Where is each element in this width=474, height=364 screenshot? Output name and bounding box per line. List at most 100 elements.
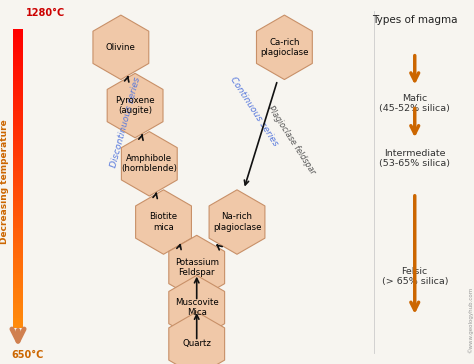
Bar bbox=[13, 213, 23, 215]
Text: Plagioclase feldspar: Plagioclase feldspar bbox=[266, 104, 317, 176]
Bar bbox=[13, 295, 23, 298]
Bar bbox=[13, 158, 23, 161]
Bar bbox=[13, 280, 23, 283]
Text: Felsic
(> 65% silica): Felsic (> 65% silica) bbox=[382, 267, 448, 286]
Bar bbox=[13, 154, 23, 156]
Polygon shape bbox=[121, 131, 177, 196]
Bar bbox=[13, 126, 23, 128]
Bar bbox=[13, 228, 23, 231]
Bar bbox=[13, 193, 23, 196]
Text: Mafic
(45-52% silica): Mafic (45-52% silica) bbox=[379, 94, 450, 114]
Bar bbox=[13, 278, 23, 280]
Bar bbox=[13, 203, 23, 206]
Bar bbox=[13, 79, 23, 81]
Bar bbox=[13, 218, 23, 221]
Bar bbox=[13, 258, 23, 261]
Bar bbox=[13, 76, 23, 79]
Bar bbox=[13, 183, 23, 186]
Bar bbox=[13, 66, 23, 69]
Bar bbox=[13, 241, 23, 243]
Polygon shape bbox=[169, 275, 225, 340]
Bar bbox=[13, 34, 23, 36]
Bar bbox=[13, 149, 23, 151]
Text: Olivine: Olivine bbox=[106, 43, 136, 52]
Bar bbox=[13, 188, 23, 191]
Bar bbox=[13, 94, 23, 96]
Bar bbox=[13, 250, 23, 253]
Bar bbox=[13, 166, 23, 169]
Bar bbox=[13, 51, 23, 54]
Bar bbox=[13, 315, 23, 318]
Bar bbox=[13, 106, 23, 109]
Bar bbox=[13, 305, 23, 308]
Bar bbox=[13, 74, 23, 76]
Bar bbox=[13, 116, 23, 119]
Bar bbox=[13, 44, 23, 47]
Bar bbox=[13, 308, 23, 310]
Bar bbox=[13, 303, 23, 305]
Bar bbox=[13, 64, 23, 66]
Bar bbox=[13, 71, 23, 74]
Bar bbox=[13, 231, 23, 233]
Bar bbox=[13, 196, 23, 198]
Bar bbox=[13, 288, 23, 290]
Bar bbox=[13, 293, 23, 295]
Bar bbox=[13, 151, 23, 154]
Bar bbox=[13, 143, 23, 146]
Bar bbox=[13, 323, 23, 325]
Bar bbox=[13, 265, 23, 268]
Bar bbox=[13, 268, 23, 270]
Text: Quartz: Quartz bbox=[182, 340, 211, 348]
Bar bbox=[13, 104, 23, 106]
Polygon shape bbox=[256, 15, 312, 80]
Bar bbox=[13, 169, 23, 171]
Bar bbox=[13, 161, 23, 163]
Bar bbox=[13, 243, 23, 245]
Bar bbox=[13, 263, 23, 265]
Text: ©www.geologyhub.com: ©www.geologyhub.com bbox=[467, 287, 473, 353]
Text: Amphibole
(hornblende): Amphibole (hornblende) bbox=[121, 154, 177, 174]
Text: Ca-rich
plagioclase: Ca-rich plagioclase bbox=[260, 37, 309, 57]
Bar bbox=[13, 109, 23, 111]
Polygon shape bbox=[107, 73, 163, 138]
Text: 650°C: 650°C bbox=[12, 350, 44, 360]
Bar bbox=[13, 81, 23, 84]
Bar bbox=[13, 163, 23, 166]
Bar bbox=[13, 99, 23, 101]
Bar bbox=[13, 238, 23, 241]
Bar bbox=[13, 173, 23, 176]
Bar bbox=[13, 300, 23, 303]
Bar bbox=[13, 56, 23, 59]
Bar bbox=[13, 156, 23, 158]
Bar bbox=[13, 128, 23, 131]
Bar bbox=[13, 186, 23, 188]
Text: Types of magma: Types of magma bbox=[372, 15, 457, 25]
Bar bbox=[13, 41, 23, 44]
Bar bbox=[13, 96, 23, 99]
Bar bbox=[13, 226, 23, 228]
Bar bbox=[13, 141, 23, 143]
Bar bbox=[13, 275, 23, 278]
Bar bbox=[13, 201, 23, 203]
Bar bbox=[13, 131, 23, 134]
Text: Continuous series: Continuous series bbox=[228, 75, 279, 147]
Polygon shape bbox=[169, 235, 225, 300]
Bar bbox=[13, 325, 23, 328]
Bar bbox=[13, 270, 23, 273]
Bar bbox=[13, 119, 23, 121]
Bar bbox=[13, 313, 23, 315]
Text: Muscovite
Mica: Muscovite Mica bbox=[175, 298, 219, 317]
Text: Decreasing temperature: Decreasing temperature bbox=[0, 120, 9, 244]
Bar bbox=[13, 285, 23, 288]
Bar bbox=[13, 89, 23, 91]
Bar bbox=[13, 181, 23, 183]
Bar bbox=[13, 59, 23, 62]
Bar bbox=[13, 256, 23, 258]
Bar bbox=[13, 191, 23, 193]
Bar bbox=[13, 273, 23, 275]
Text: Biotite
mica: Biotite mica bbox=[149, 212, 178, 232]
Bar bbox=[13, 236, 23, 238]
Bar bbox=[13, 139, 23, 141]
Bar bbox=[13, 114, 23, 116]
Bar bbox=[13, 233, 23, 236]
